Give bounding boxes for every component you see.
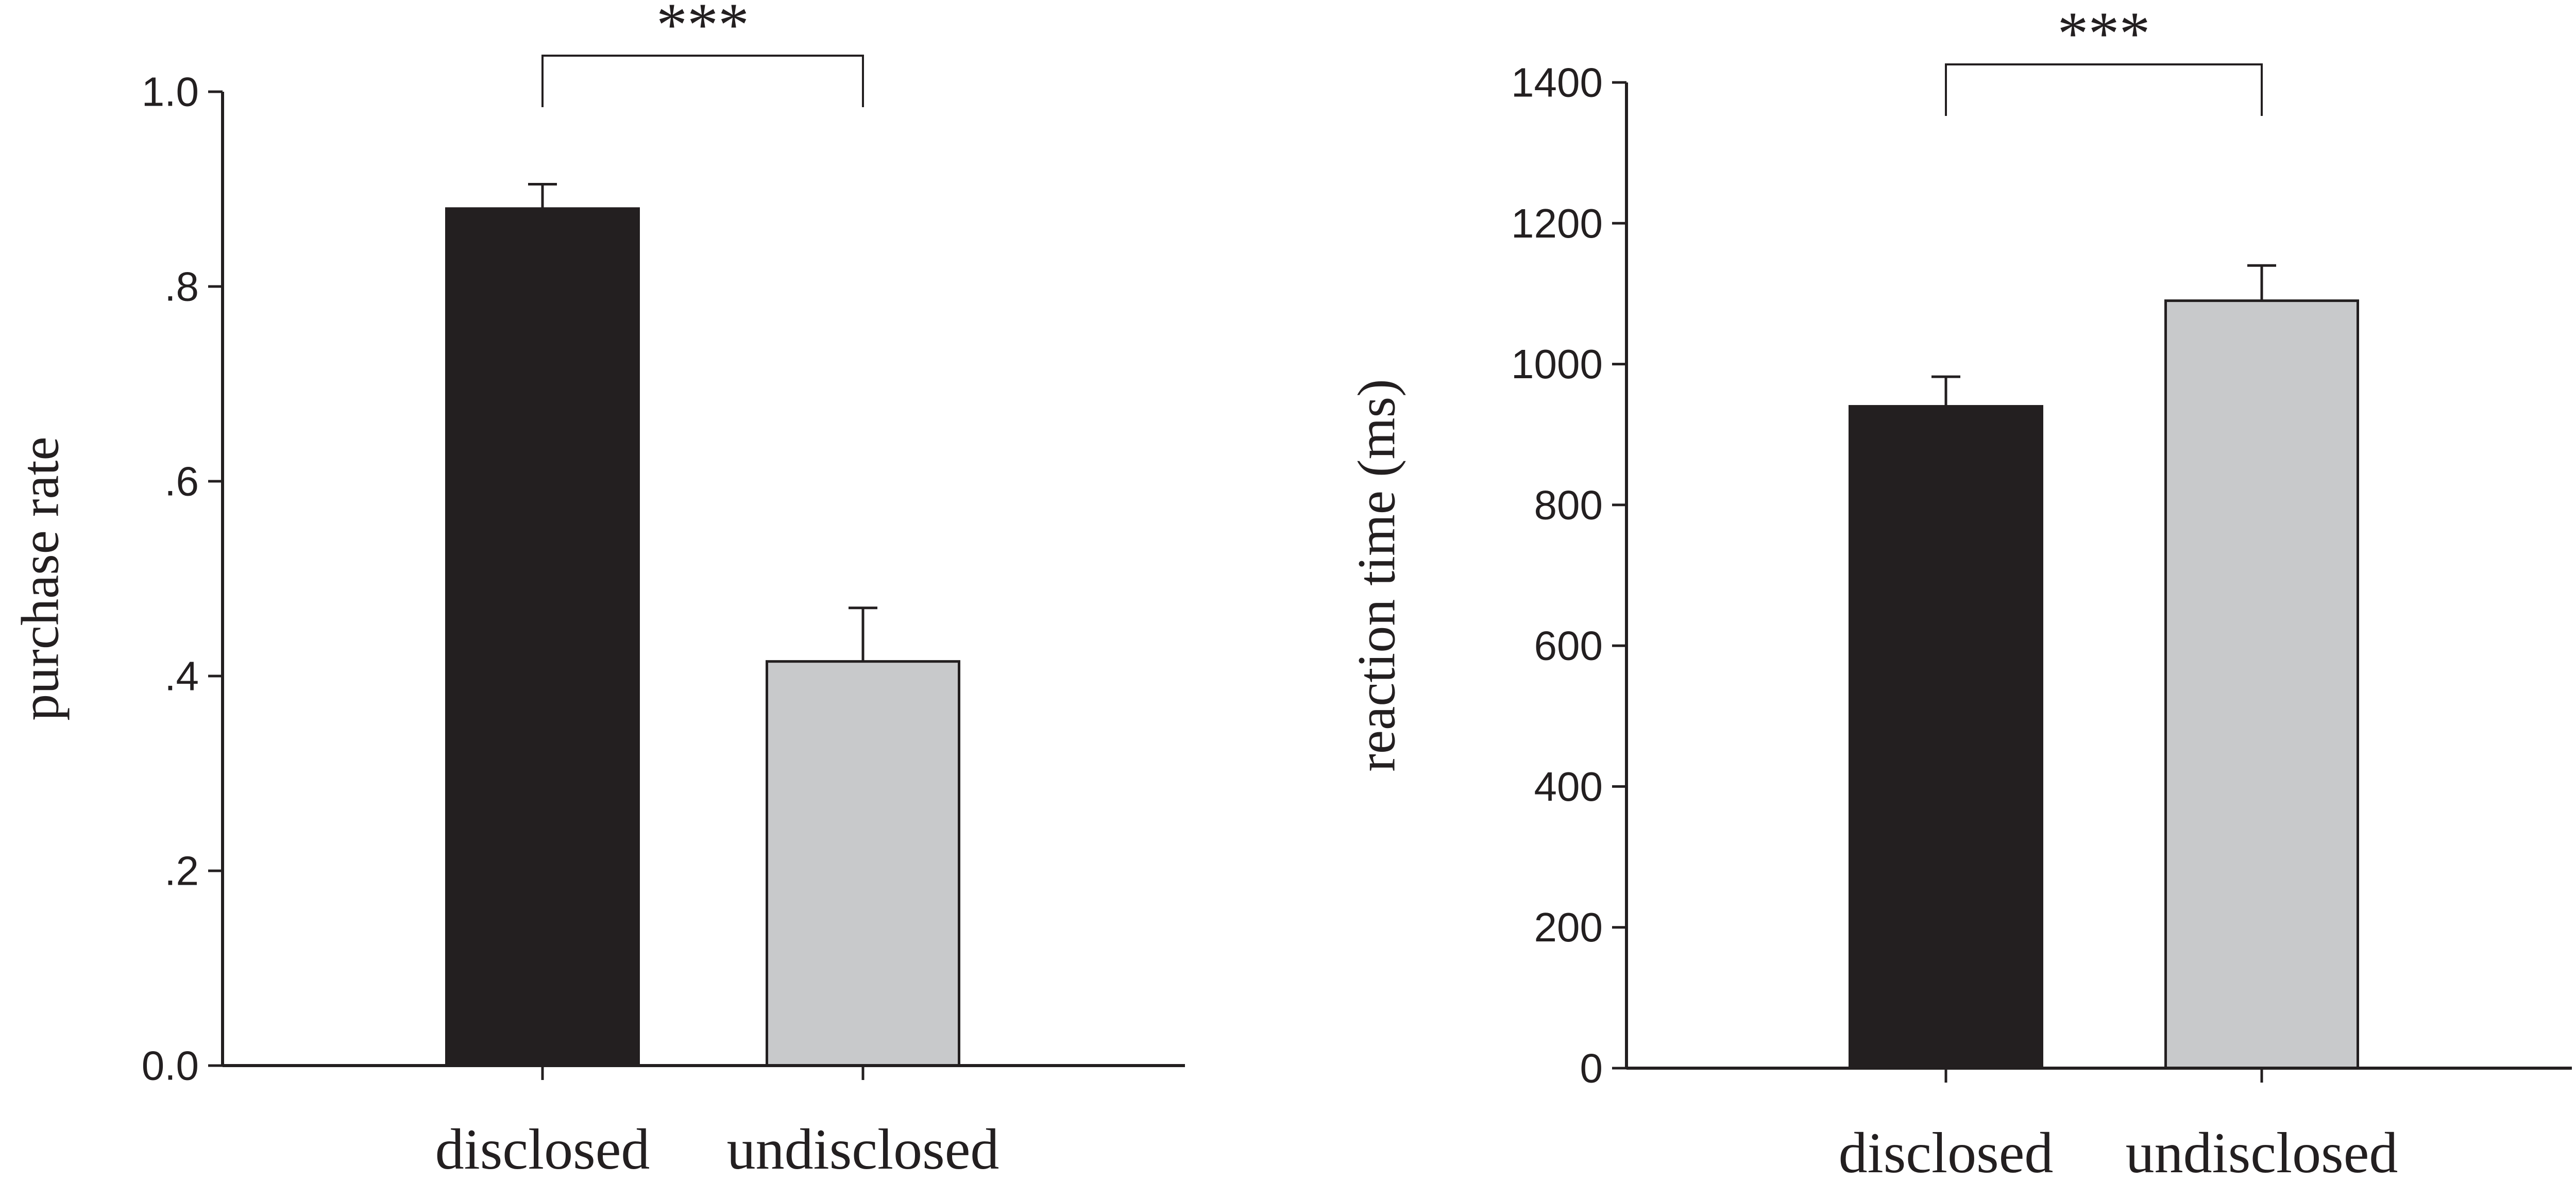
y-tick-label: 1400 (1511, 60, 1603, 106)
y-tick-label: 600 (1534, 623, 1603, 669)
bar-undisclosed (2164, 299, 2359, 1070)
y-axis-title: reaction time (ms) (1347, 379, 1406, 771)
y-tick-label: .4 (164, 653, 199, 699)
reaction-time-chart: 0 200 400 600 800 1000 1200 1400 disclosed undisc… (1347, 0, 2572, 1181)
y-tick-label: 0 (1580, 1045, 1603, 1091)
y-tick-label: 1.0 (142, 69, 199, 115)
x-label-disclosed: disclosed (1839, 1121, 2054, 1181)
significance-label: *** (2058, 0, 2150, 68)
bar-disclosed (445, 207, 640, 1067)
y-tick-label: 400 (1534, 764, 1603, 809)
y-tick-label: .8 (164, 264, 199, 310)
x-label-disclosed: disclosed (435, 1118, 650, 1181)
y-tick-label: 1200 (1511, 200, 1603, 246)
y-tick-label: 0.0 (142, 1043, 199, 1089)
bar-undisclosed (766, 660, 960, 1067)
y-tick-label: .2 (164, 848, 199, 894)
x-label-undisclosed: undisclosed (727, 1118, 999, 1181)
y-tick-label: 1000 (1511, 341, 1603, 387)
bar-disclosed (1849, 405, 2043, 1070)
significance-label: *** (656, 0, 749, 59)
purchase-rate-chart: 0.0 .2 .4 .6 .8 1.0 disclosed undisclosed purcha… (11, 0, 1185, 1181)
significance-bracket (541, 55, 864, 107)
x-label-undisclosed: undisclosed (2126, 1121, 2398, 1181)
y-axis-title: purchase rate (11, 436, 70, 720)
y-tick-label: 800 (1534, 482, 1603, 528)
y-tick-label: .6 (164, 459, 199, 504)
y-tick-label: 200 (1534, 904, 1603, 950)
significance-bracket (1945, 63, 2263, 116)
